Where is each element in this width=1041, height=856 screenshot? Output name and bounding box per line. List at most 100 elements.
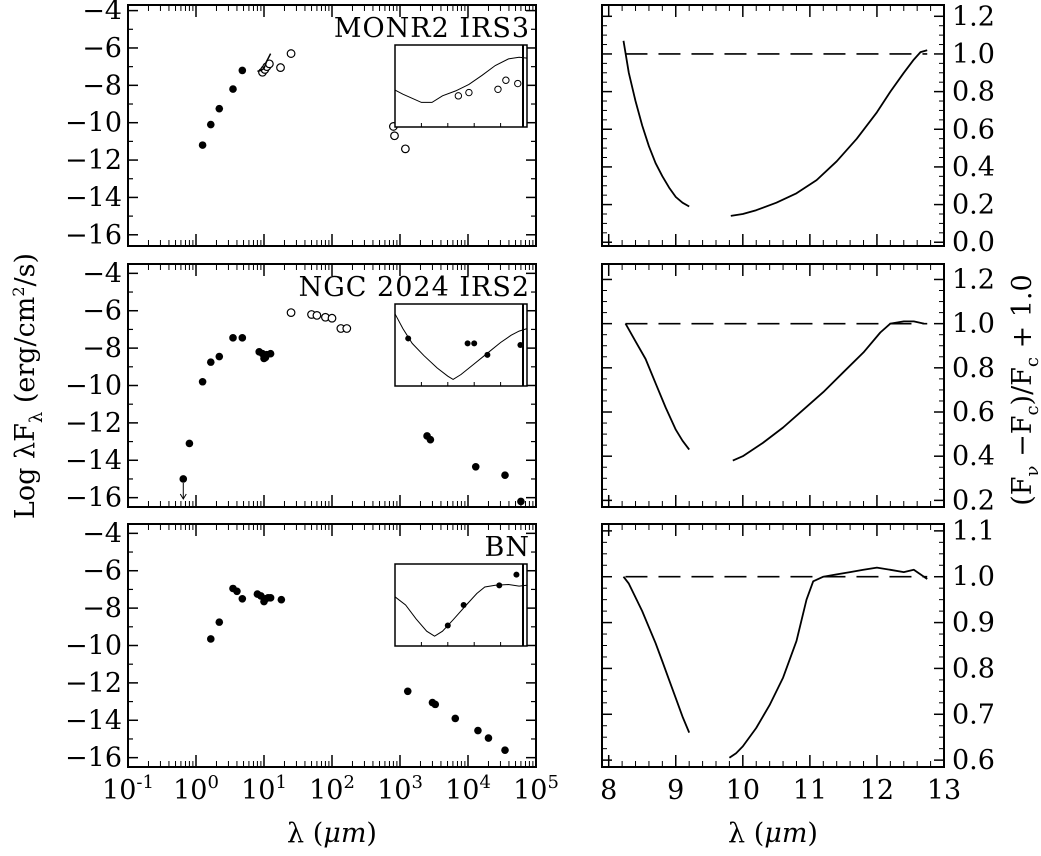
data-point [238,334,247,342]
data-point [198,141,207,149]
data-point [215,104,224,113]
profile-line [622,40,690,208]
y-tick-label: 0.4 [952,441,995,472]
panel-label: MONR2 IRS3 [334,13,530,44]
y-tick-label: −16 [65,483,122,514]
inset-point-open [454,92,463,100]
y-tick-label: 0.4 [952,152,995,183]
data-point-open [400,144,410,154]
x-tick-exponent: 0 [207,772,218,793]
data-point [451,714,460,723]
y-tick-label: −12 [65,408,122,439]
y-tick-label: −6 [82,296,122,327]
inset [394,303,528,387]
data-point [206,635,215,643]
data-point [185,439,194,448]
y-tick-label: −10 [65,631,122,662]
data-point [484,734,493,742]
data-point-open [390,131,399,141]
y-tick-label: 0.7 [952,699,995,730]
data-point-open [312,311,322,320]
x-tick-label: 12 [860,775,894,806]
data-point [215,618,224,626]
y-tick-label: 0.8 [952,653,995,684]
x-tick-exponent: 3 [411,772,422,793]
x-tick-label: 103 [377,772,423,806]
y-tick-label: −4 [82,518,122,549]
inset-frame [394,303,528,387]
profile-line [732,320,925,462]
inset-point-open [514,79,522,88]
x-tick-label: 102 [309,772,355,806]
x-tick-label: 105 [513,772,559,806]
inset-point [471,340,478,347]
inset-point [464,340,471,347]
x-tick-label: 11 [793,775,827,806]
y-tick-label: −6 [82,33,122,64]
panel-frame [601,523,945,768]
data-point-open [286,49,296,58]
data-point [426,435,435,444]
x-tick-exponent: 5 [547,772,558,793]
data-point [474,726,482,735]
data-point [403,687,412,696]
data-point [229,334,237,342]
right-x-axis-label: λ (μm) [728,818,818,849]
data-point [206,120,215,129]
upper-limit-arrowhead [179,493,187,500]
spectrum-line [257,53,272,73]
left-x-axis-label: λ (μm) [287,818,377,849]
data-point [501,746,509,754]
profile-line [730,49,928,217]
data-point [229,85,237,93]
x-tick-label: 104 [445,772,491,806]
x-tick-label: 9 [667,775,684,806]
data-point-open [286,308,296,318]
y-tick-label: −12 [65,145,122,176]
y-tick-label: −8 [82,333,122,364]
data-point [206,358,215,366]
y-tick-label: 1.2 [952,1,995,32]
inset-point [460,602,467,608]
y-tick-label: 0.8 [952,353,995,384]
x-tick-exponent: 2 [343,772,354,793]
inset [394,44,528,128]
feature-panel: 0.0 0.2 0.4 0.6 0.8 1.0 1.2 [601,1,995,258]
inset-point-open [494,85,502,93]
y-tick-label: −8 [82,70,122,101]
x-tick-exponent: 4 [479,772,490,793]
data-point-open [327,313,337,323]
x-tick-label: 100 [173,772,219,806]
data-point [179,475,188,483]
data-point [238,66,247,75]
y-tick-label: −12 [65,668,122,699]
data-point [198,377,207,386]
y-tick-label: −4 [82,258,122,289]
y-tick-label: 0.8 [952,77,995,108]
x-tick-label: 10 [726,775,760,806]
right-y-axis-label: (Fν −Fc)/Fc + 1.0 [1007,274,1041,505]
data-point-open [342,324,352,333]
y-tick-label: 0.6 [952,114,995,145]
y-tick-label: 0.9 [952,608,995,639]
data-point [238,594,247,603]
y-tick-label: 1.1 [952,516,995,547]
sed-panel: −4 −6 −8 −10 −12 −14 −16 NGC 2024 IRS2 [65,258,537,514]
inset-point [513,571,520,578]
panel-frame [601,4,945,247]
y-tick-label: 1.2 [952,264,995,295]
inset-point-open [465,88,473,97]
data-point [471,463,480,471]
y-tick-label: −14 [65,445,122,476]
y-tick-label: −16 [65,220,122,251]
inset-line [394,313,528,380]
x-tick-label: 10-1 [102,772,154,806]
y-tick-label: 1.0 [952,39,995,70]
data-point [517,497,525,506]
y-tick-label: −8 [82,593,122,624]
inset [394,563,528,647]
inset-frame [394,44,528,128]
inset-point [484,351,491,358]
data-point [233,587,241,596]
